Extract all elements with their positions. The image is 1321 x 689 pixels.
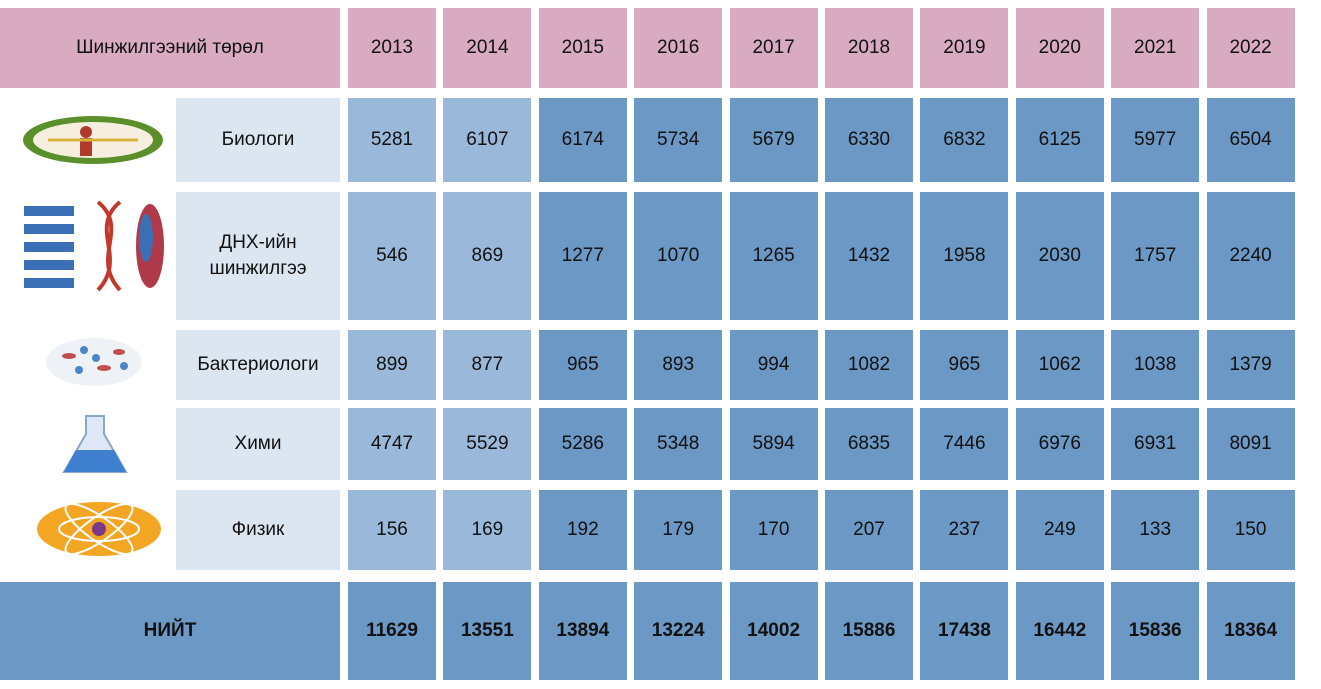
value-cell: 6107 — [443, 98, 531, 182]
page: Шинжилгээний төрөл2013201420152016201720… — [0, 0, 1321, 689]
total-value: 16442 — [1016, 582, 1104, 680]
value-cell: 6835 — [825, 408, 913, 480]
value-cell: 2030 — [1016, 192, 1104, 320]
value-cell: 1265 — [730, 192, 818, 320]
dna-icon — [20, 198, 170, 294]
total-value: 18364 — [1207, 582, 1295, 680]
total-value: 14002 — [730, 582, 818, 680]
value-cell: 5734 — [634, 98, 722, 182]
row-label: Физик — [176, 490, 340, 570]
value-cell: 133 — [1111, 490, 1199, 570]
value-cell: 5348 — [634, 408, 722, 480]
year-header: 2014 — [443, 8, 531, 88]
value-cell: 6330 — [825, 98, 913, 182]
physics-icon — [34, 500, 164, 558]
value-cell: 1958 — [920, 192, 1008, 320]
value-cell: 7446 — [920, 408, 1008, 480]
header-title: Шинжилгээний төрөл — [0, 8, 340, 88]
value-cell: 4747 — [348, 408, 436, 480]
year-header: 2020 — [1016, 8, 1104, 88]
value-cell: 5529 — [443, 408, 531, 480]
value-cell: 192 — [539, 490, 627, 570]
value-cell: 179 — [634, 490, 722, 570]
value-cell: 249 — [1016, 490, 1104, 570]
value-cell: 5977 — [1111, 98, 1199, 182]
total-value: 13224 — [634, 582, 722, 680]
chemistry-icon — [60, 412, 130, 476]
year-header: 2017 — [730, 8, 818, 88]
row-label: Биологи — [176, 98, 340, 182]
bacteria-icon — [44, 336, 144, 388]
value-cell: 893 — [634, 330, 722, 400]
value-cell: 994 — [730, 330, 818, 400]
value-cell: 546 — [348, 192, 436, 320]
year-header: 2019 — [920, 8, 1008, 88]
value-cell: 8091 — [1207, 408, 1295, 480]
value-cell: 877 — [443, 330, 531, 400]
value-cell: 6832 — [920, 98, 1008, 182]
value-cell: 1082 — [825, 330, 913, 400]
value-cell: 6931 — [1111, 408, 1199, 480]
value-cell: 1070 — [634, 192, 722, 320]
value-cell: 1757 — [1111, 192, 1199, 320]
total-value: 15836 — [1111, 582, 1199, 680]
total-value: 13551 — [443, 582, 531, 680]
value-cell: 169 — [443, 490, 531, 570]
value-cell: 1432 — [825, 192, 913, 320]
row-label: ДНХ-ийн шинжилгээ — [176, 192, 340, 320]
year-header: 2018 — [825, 8, 913, 88]
row-label: Бактериологи — [176, 330, 340, 400]
value-cell: 5281 — [348, 98, 436, 182]
biology-icon — [18, 112, 168, 168]
value-cell: 156 — [348, 490, 436, 570]
total-value: 17438 — [920, 582, 1008, 680]
row-label: Хими — [176, 408, 340, 480]
value-cell: 5679 — [730, 98, 818, 182]
value-cell: 1038 — [1111, 330, 1199, 400]
value-cell: 869 — [443, 192, 531, 320]
value-cell: 237 — [920, 490, 1008, 570]
value-cell: 207 — [825, 490, 913, 570]
value-cell: 5286 — [539, 408, 627, 480]
total-label: НИЙТ — [0, 582, 340, 680]
value-cell: 1277 — [539, 192, 627, 320]
value-cell: 170 — [730, 490, 818, 570]
total-value: 15886 — [825, 582, 913, 680]
year-header: 2022 — [1207, 8, 1295, 88]
year-header: 2016 — [634, 8, 722, 88]
value-cell: 5894 — [730, 408, 818, 480]
value-cell: 6504 — [1207, 98, 1295, 182]
value-cell: 1062 — [1016, 330, 1104, 400]
year-header: 2021 — [1111, 8, 1199, 88]
value-cell: 6174 — [539, 98, 627, 182]
total-value: 11629 — [348, 582, 436, 680]
total-value: 13894 — [539, 582, 627, 680]
value-cell: 1379 — [1207, 330, 1295, 400]
year-header: 2015 — [539, 8, 627, 88]
value-cell: 899 — [348, 330, 436, 400]
value-cell: 965 — [539, 330, 627, 400]
year-header: 2013 — [348, 8, 436, 88]
value-cell: 6976 — [1016, 408, 1104, 480]
value-cell: 6125 — [1016, 98, 1104, 182]
value-cell: 2240 — [1207, 192, 1295, 320]
value-cell: 965 — [920, 330, 1008, 400]
value-cell: 150 — [1207, 490, 1295, 570]
